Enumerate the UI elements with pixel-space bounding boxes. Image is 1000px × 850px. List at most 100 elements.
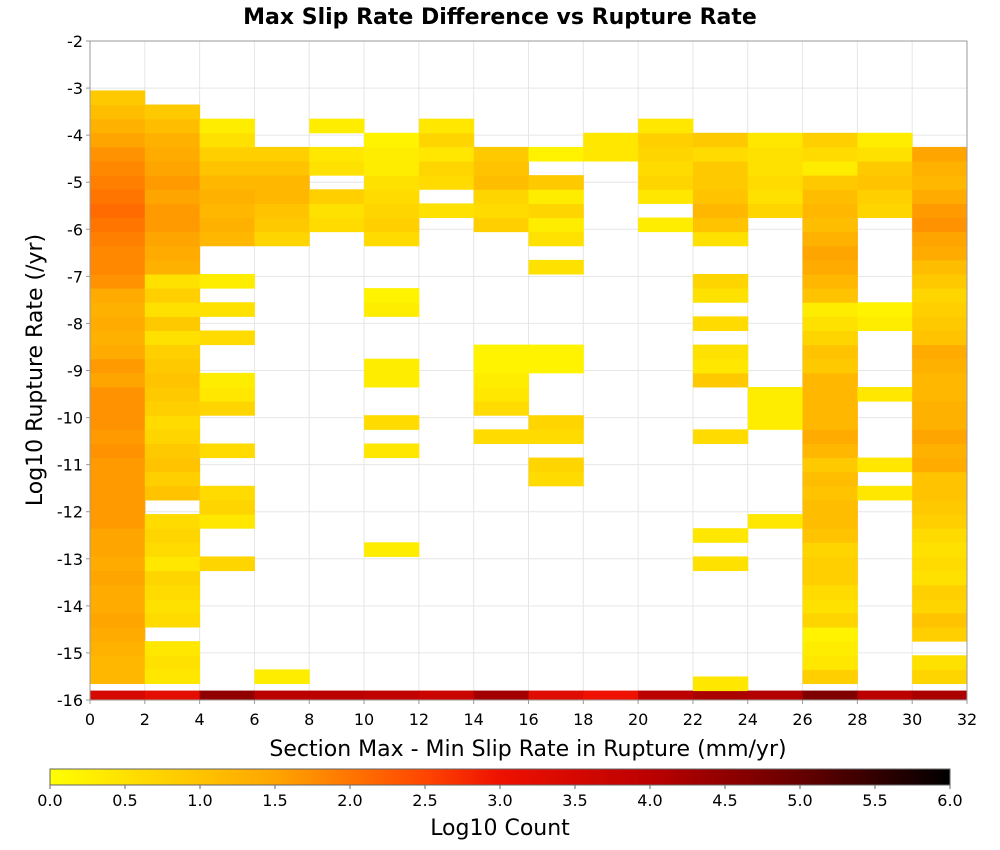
heatmap-cell xyxy=(90,612,146,628)
heatmap-cell xyxy=(144,401,201,416)
heatmap-cell xyxy=(254,231,310,247)
x-tick-label: 24 xyxy=(738,710,758,729)
heatmap-cell xyxy=(912,528,968,543)
heatmap-cell xyxy=(418,118,475,134)
heatmap-cell xyxy=(90,288,146,303)
heatmap-cell xyxy=(199,189,255,204)
x-tick-label: 0 xyxy=(85,710,95,729)
heatmap-cell xyxy=(802,570,858,586)
heatmap-cell xyxy=(144,372,201,388)
heatmap-cell xyxy=(692,556,749,572)
heatmap-cell xyxy=(692,161,749,176)
colorbar-label: Log10 Count xyxy=(430,816,570,841)
heatmap-cell xyxy=(90,245,146,261)
heatmap-cell xyxy=(309,690,365,701)
heatmap-cell xyxy=(199,443,255,459)
heatmap-cell xyxy=(90,457,146,473)
colorbar-tick-label: 4.0 xyxy=(637,791,662,810)
y-tick-label: -3 xyxy=(67,79,83,98)
heatmap-cell xyxy=(144,641,201,656)
heatmap-cell xyxy=(199,514,255,529)
heatmap-cell xyxy=(638,189,694,204)
heatmap-cell xyxy=(90,146,146,162)
heatmap-cell xyxy=(802,457,858,473)
heatmap-cell xyxy=(144,669,201,685)
y-tick-label: -5 xyxy=(67,173,83,192)
heatmap-cell xyxy=(473,146,529,162)
colorbar-ticks: 0.0 0.5 1.0 1.5 2.0 2.5 3.0 3.5 4.0 4.5 5.0 5.5 6.0 xyxy=(37,785,963,810)
heatmap-cell xyxy=(692,372,749,388)
heatmap-cell xyxy=(528,217,584,233)
heatmap-cell xyxy=(747,161,804,176)
x-tick-label: 30 xyxy=(902,710,922,729)
heatmap-cell xyxy=(90,690,146,701)
heatmap-cell xyxy=(692,316,749,331)
heatmap-cell xyxy=(638,175,694,190)
heatmap-cell xyxy=(802,514,858,529)
heatmap-cell xyxy=(90,259,146,275)
colorbar-tick-label: 6.0 xyxy=(937,791,962,810)
heatmap-cell xyxy=(802,161,858,176)
heatmap-cell xyxy=(473,175,529,190)
heatmap-cell xyxy=(692,146,749,162)
heatmap-cell xyxy=(90,203,146,219)
heatmap-cell xyxy=(309,146,365,162)
heatmap-cell xyxy=(473,203,529,219)
heatmap-cell xyxy=(802,499,858,515)
heatmap-cell xyxy=(90,231,146,247)
y-axis-ticks: -2 -3 -4 -5 -6 -7 -8 -9 -10 -11 -12 -13 -14 -15 -16 xyxy=(57,32,90,710)
heatmap-cell xyxy=(802,556,858,572)
heatmap-cell xyxy=(90,118,146,134)
colorbar-tick-label: 5.5 xyxy=(862,791,887,810)
heatmap-cell xyxy=(802,245,858,261)
heatmap-cell xyxy=(473,690,529,701)
heatmap-cell xyxy=(692,690,749,701)
heatmap-cell xyxy=(528,429,584,444)
x-tick-label: 18 xyxy=(573,710,593,729)
x-tick-label: 4 xyxy=(195,710,205,729)
heatmap-cell xyxy=(199,118,255,134)
heatmap-cell xyxy=(144,132,201,148)
heatmap-cell xyxy=(90,344,146,360)
heatmap-cell xyxy=(528,415,584,430)
heatmap-cell xyxy=(254,175,310,190)
heatmap-cell xyxy=(144,528,201,543)
heatmap-cell xyxy=(583,690,639,701)
heatmap-cell xyxy=(90,598,146,614)
heatmap-cell xyxy=(857,189,913,204)
heatmap-cell xyxy=(857,161,913,176)
y-tick-label: -14 xyxy=(57,597,83,616)
heatmap-cell xyxy=(747,175,804,190)
heatmap-cell xyxy=(144,118,201,134)
heatmap-cell xyxy=(912,655,968,670)
heatmap-cell xyxy=(364,231,420,247)
heatmap-cell xyxy=(90,175,146,190)
heatmap-cell xyxy=(473,358,529,374)
heatmap-cell xyxy=(90,542,146,557)
heatmap-cell xyxy=(802,415,858,430)
heatmap-cell xyxy=(473,161,529,176)
heatmap-cell xyxy=(254,669,310,685)
heatmap-cell xyxy=(90,528,146,543)
heatmap-cell xyxy=(857,203,913,219)
heatmap-cell xyxy=(802,316,858,331)
heatmap-cell xyxy=(254,161,310,176)
heatmap-cell xyxy=(857,175,913,190)
heatmap-cell xyxy=(144,584,201,600)
heatmap-cell xyxy=(692,358,749,374)
heatmap-cell xyxy=(802,443,858,459)
heatmap-cell xyxy=(90,570,146,586)
heatmap-cell xyxy=(912,499,968,515)
heatmap-cell xyxy=(912,443,968,459)
heatmap-cell xyxy=(692,288,749,303)
y-tick-label: -4 xyxy=(67,126,83,145)
y-tick-label: -8 xyxy=(67,314,83,333)
heatmap-cell xyxy=(90,132,146,148)
heatmap-cell xyxy=(199,302,255,317)
heatmap-cell xyxy=(364,358,420,374)
heatmap-cell xyxy=(638,217,694,233)
heatmap-cell xyxy=(90,584,146,600)
heatmap-cell xyxy=(583,132,639,148)
x-tick-label: 6 xyxy=(249,710,259,729)
